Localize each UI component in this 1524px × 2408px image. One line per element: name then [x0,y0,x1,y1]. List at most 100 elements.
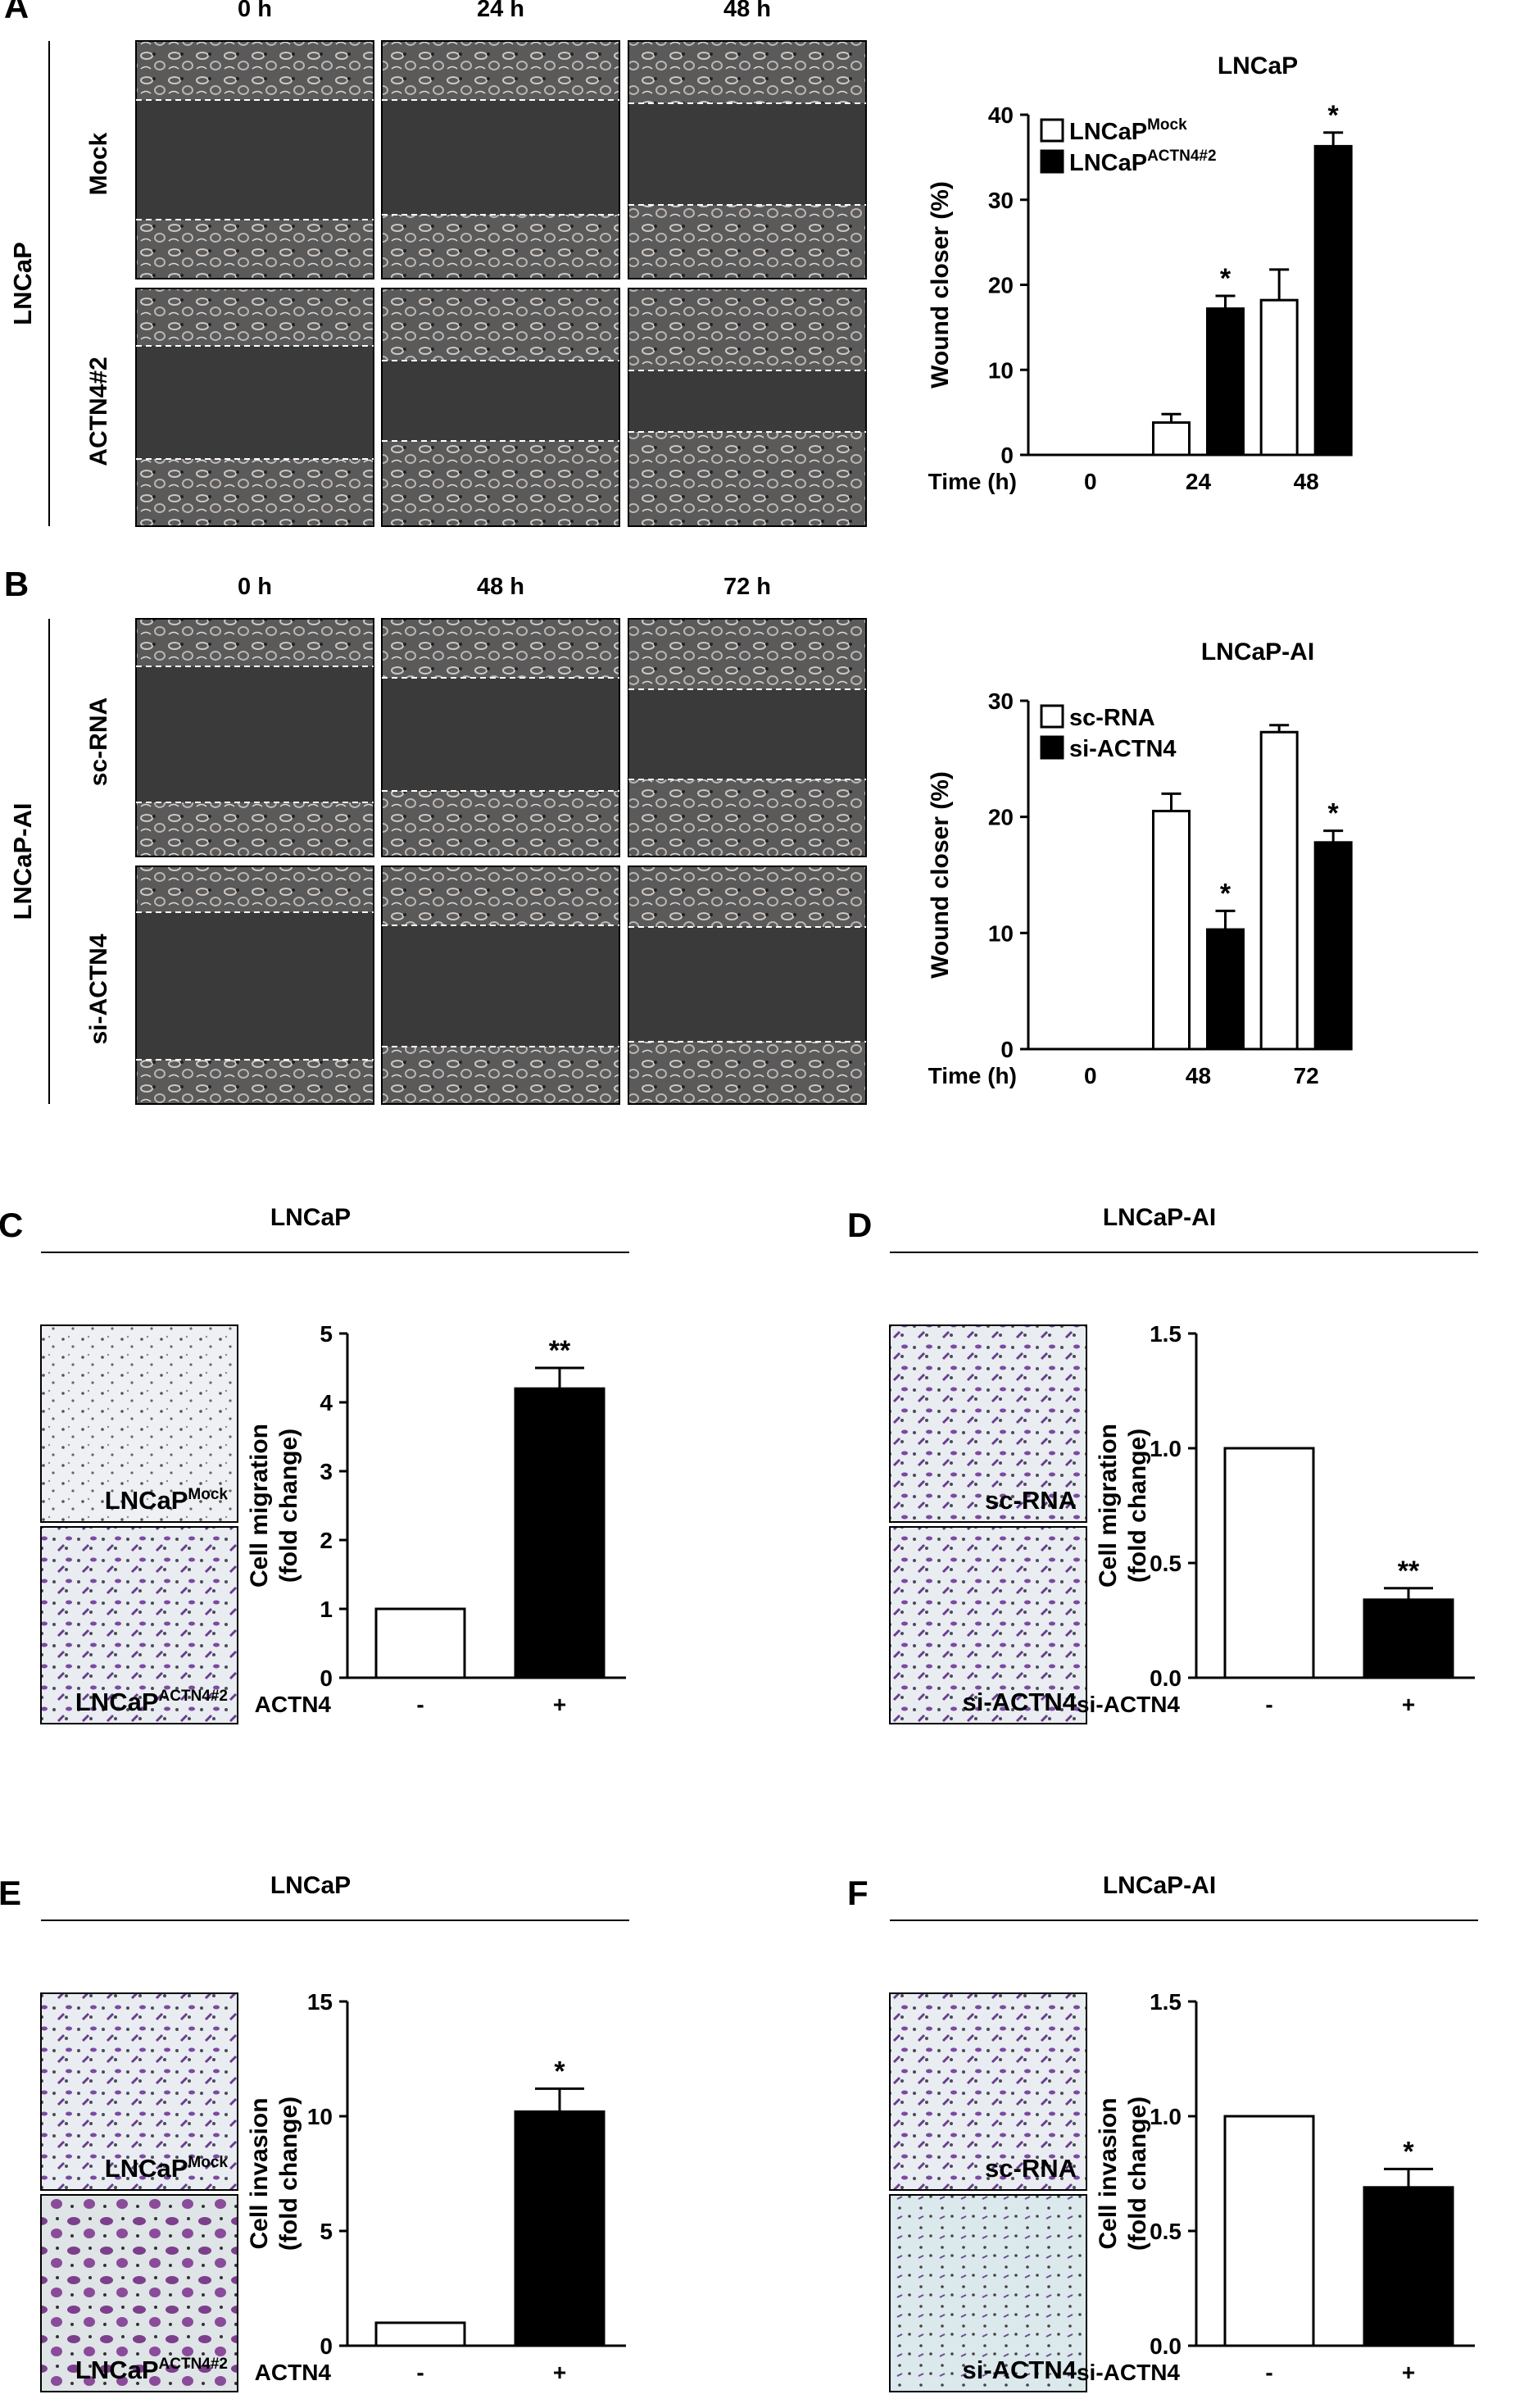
B-bar [1206,928,1245,1051]
A-panel-letter: A [4,0,29,25]
E-photo-label: LNCaPMock [105,2154,229,2183]
F-significance-label: * [1403,2136,1414,2167]
F-bar [1363,2186,1454,2347]
D-y-tick-label: 0.5 [1150,1551,1182,1576]
B-y-tick-label: 0 [1000,1037,1014,1062]
F-y-tick-label: 0.5 [1150,2219,1182,2244]
F-panel: F LNCaP-AI sc-RNA si-ACTN4 Cell invasion (fol… [847,1872,1478,2392]
A-bar [1313,144,1353,457]
B-y-tick-label: 30 [988,688,1014,714]
B-row-label: sc-RNA [85,697,112,786]
B-wound-gap [383,678,619,791]
C-panel-letter: C [0,1206,23,1244]
C-y-tick-label: 0 [320,1665,333,1691]
C-y-tick-label: 4 [320,1390,333,1415]
B-y-tick-label: 20 [988,805,1014,830]
A-legend-label: LNCaPACTN4#2 [1069,148,1217,176]
E-y-axis-label: Cell invasion [246,2097,273,2249]
E-y-tick-label: 5 [320,2219,333,2244]
B-wound-gap [137,666,373,802]
B-x-tick-label: 48 [1186,1063,1211,1088]
A-x-tick-label: 24 [1186,469,1212,494]
B-side-label: LNCaP-AI [8,803,37,920]
B-y-axis-label: Wound closer (%) [927,771,954,979]
D-transwell-photo [889,1526,1087,1724]
A-wound-gap [383,361,619,441]
E-transwell-photo [40,2194,238,2392]
C-significance-label: ** [549,1335,571,1366]
D-y-tick-label: 0.0 [1150,1665,1182,1691]
F-y-axis-label: Cell invasion [1095,2097,1122,2249]
E-y-tick-label: 0 [320,2333,333,2359]
D-significance-label: ** [1398,1556,1420,1587]
A-wound-gap [383,100,619,215]
B-wound-gap [629,927,865,1042]
E-panel-title: LNCaP [270,1872,351,1899]
F-transwell-photo [889,1992,1087,2191]
F-y-tick-label: 1.5 [1150,1989,1182,2015]
E-bar [514,2110,606,2347]
B-legend-swatch [1040,735,1064,760]
B-bar [1152,810,1191,1051]
E-y-axis-label: (fold change) [275,2097,302,2251]
A-significance-label: * [1220,263,1231,294]
A-y-tick-label: 10 [988,357,1014,383]
B-photo-grid: 0 h 48 h 72 h sc-RNA si-ACTN4 LNCaP-AI B [4,565,867,1105]
F-y-axis-label: (fold change) [1124,2097,1151,2251]
D-x-axis-label: si-ACTN4 [1077,1692,1180,1717]
A-col-label: 0 h [238,0,272,22]
C-y-axis-label: (fold change) [275,1429,302,1583]
D-panel-title: LNCaP-AI [1103,1204,1216,1231]
B-x-axis-label: Time (h) [928,1063,1017,1088]
A-x-tick-label: 0 [1084,469,1097,494]
E-bar [374,2321,466,2347]
A-legend-label: LNCaPMock [1069,116,1187,145]
C-y-tick-label: 2 [320,1528,333,1553]
B-x-tick-label: 72 [1294,1063,1319,1088]
A-x-tick-label: 48 [1294,469,1319,494]
E-x-tick-label: - [416,2360,424,2385]
A-y-tick-label: 20 [988,273,1014,298]
B-panel-letter: B [4,565,29,603]
F-panel-letter: F [847,1874,869,1912]
A-photo-grid: 0 h 24 h 48 h Mock ACTN4#2 LNCaP A [4,0,867,527]
B-legend-label: sc-RNA [1069,705,1155,731]
D-panel-letter: D [847,1206,872,1244]
B-col-label: 0 h [238,574,272,600]
A-side-label: LNCaP [8,242,37,325]
A-row-label: ACTN4#2 [85,357,112,466]
F-y-tick-label: 0.0 [1150,2333,1182,2359]
C-photo-label: LNCaPMock [105,1486,229,1515]
F-bar [1223,2115,1315,2347]
A-wound-gap [629,103,865,205]
A-y-tick-label: 40 [988,102,1014,128]
E-transwell-photo [40,1992,238,2191]
C-y-axis-label: Cell migration [246,1424,273,1588]
C-transwell-photo [40,1526,238,1724]
D-bar [1363,1598,1454,1679]
A-col-label: 24 h [477,0,524,22]
D-y-axis-label: (fold change) [1124,1429,1151,1583]
C-bar [374,1607,466,1679]
E-photo-label: LNCaPACTN4#2 [75,2356,228,2384]
D-photo-label: sc-RNA [985,1486,1077,1515]
D-y-tick-label: 1.0 [1150,1436,1182,1461]
B-x-tick-label: 0 [1084,1063,1097,1088]
E-panel-letter: E [0,1874,21,1912]
A-significance-label: * [1328,100,1340,131]
E-x-axis-label: ACTN4 [255,2360,332,2385]
B-wound-gap [629,689,865,779]
C-y-tick-label: 5 [320,1321,333,1347]
A-bar [1206,307,1245,457]
F-photo-label: sc-RNA [985,2154,1077,2183]
D-bar [1223,1447,1315,1679]
F-photo-label: si-ACTN4 [962,2356,1077,2384]
B-wound-gap [137,912,373,1060]
A-bar [1259,298,1299,457]
C-x-tick-label: + [553,1692,566,1717]
C-panel-title: LNCaP [270,1204,351,1231]
E-significance-label: * [554,2056,565,2087]
